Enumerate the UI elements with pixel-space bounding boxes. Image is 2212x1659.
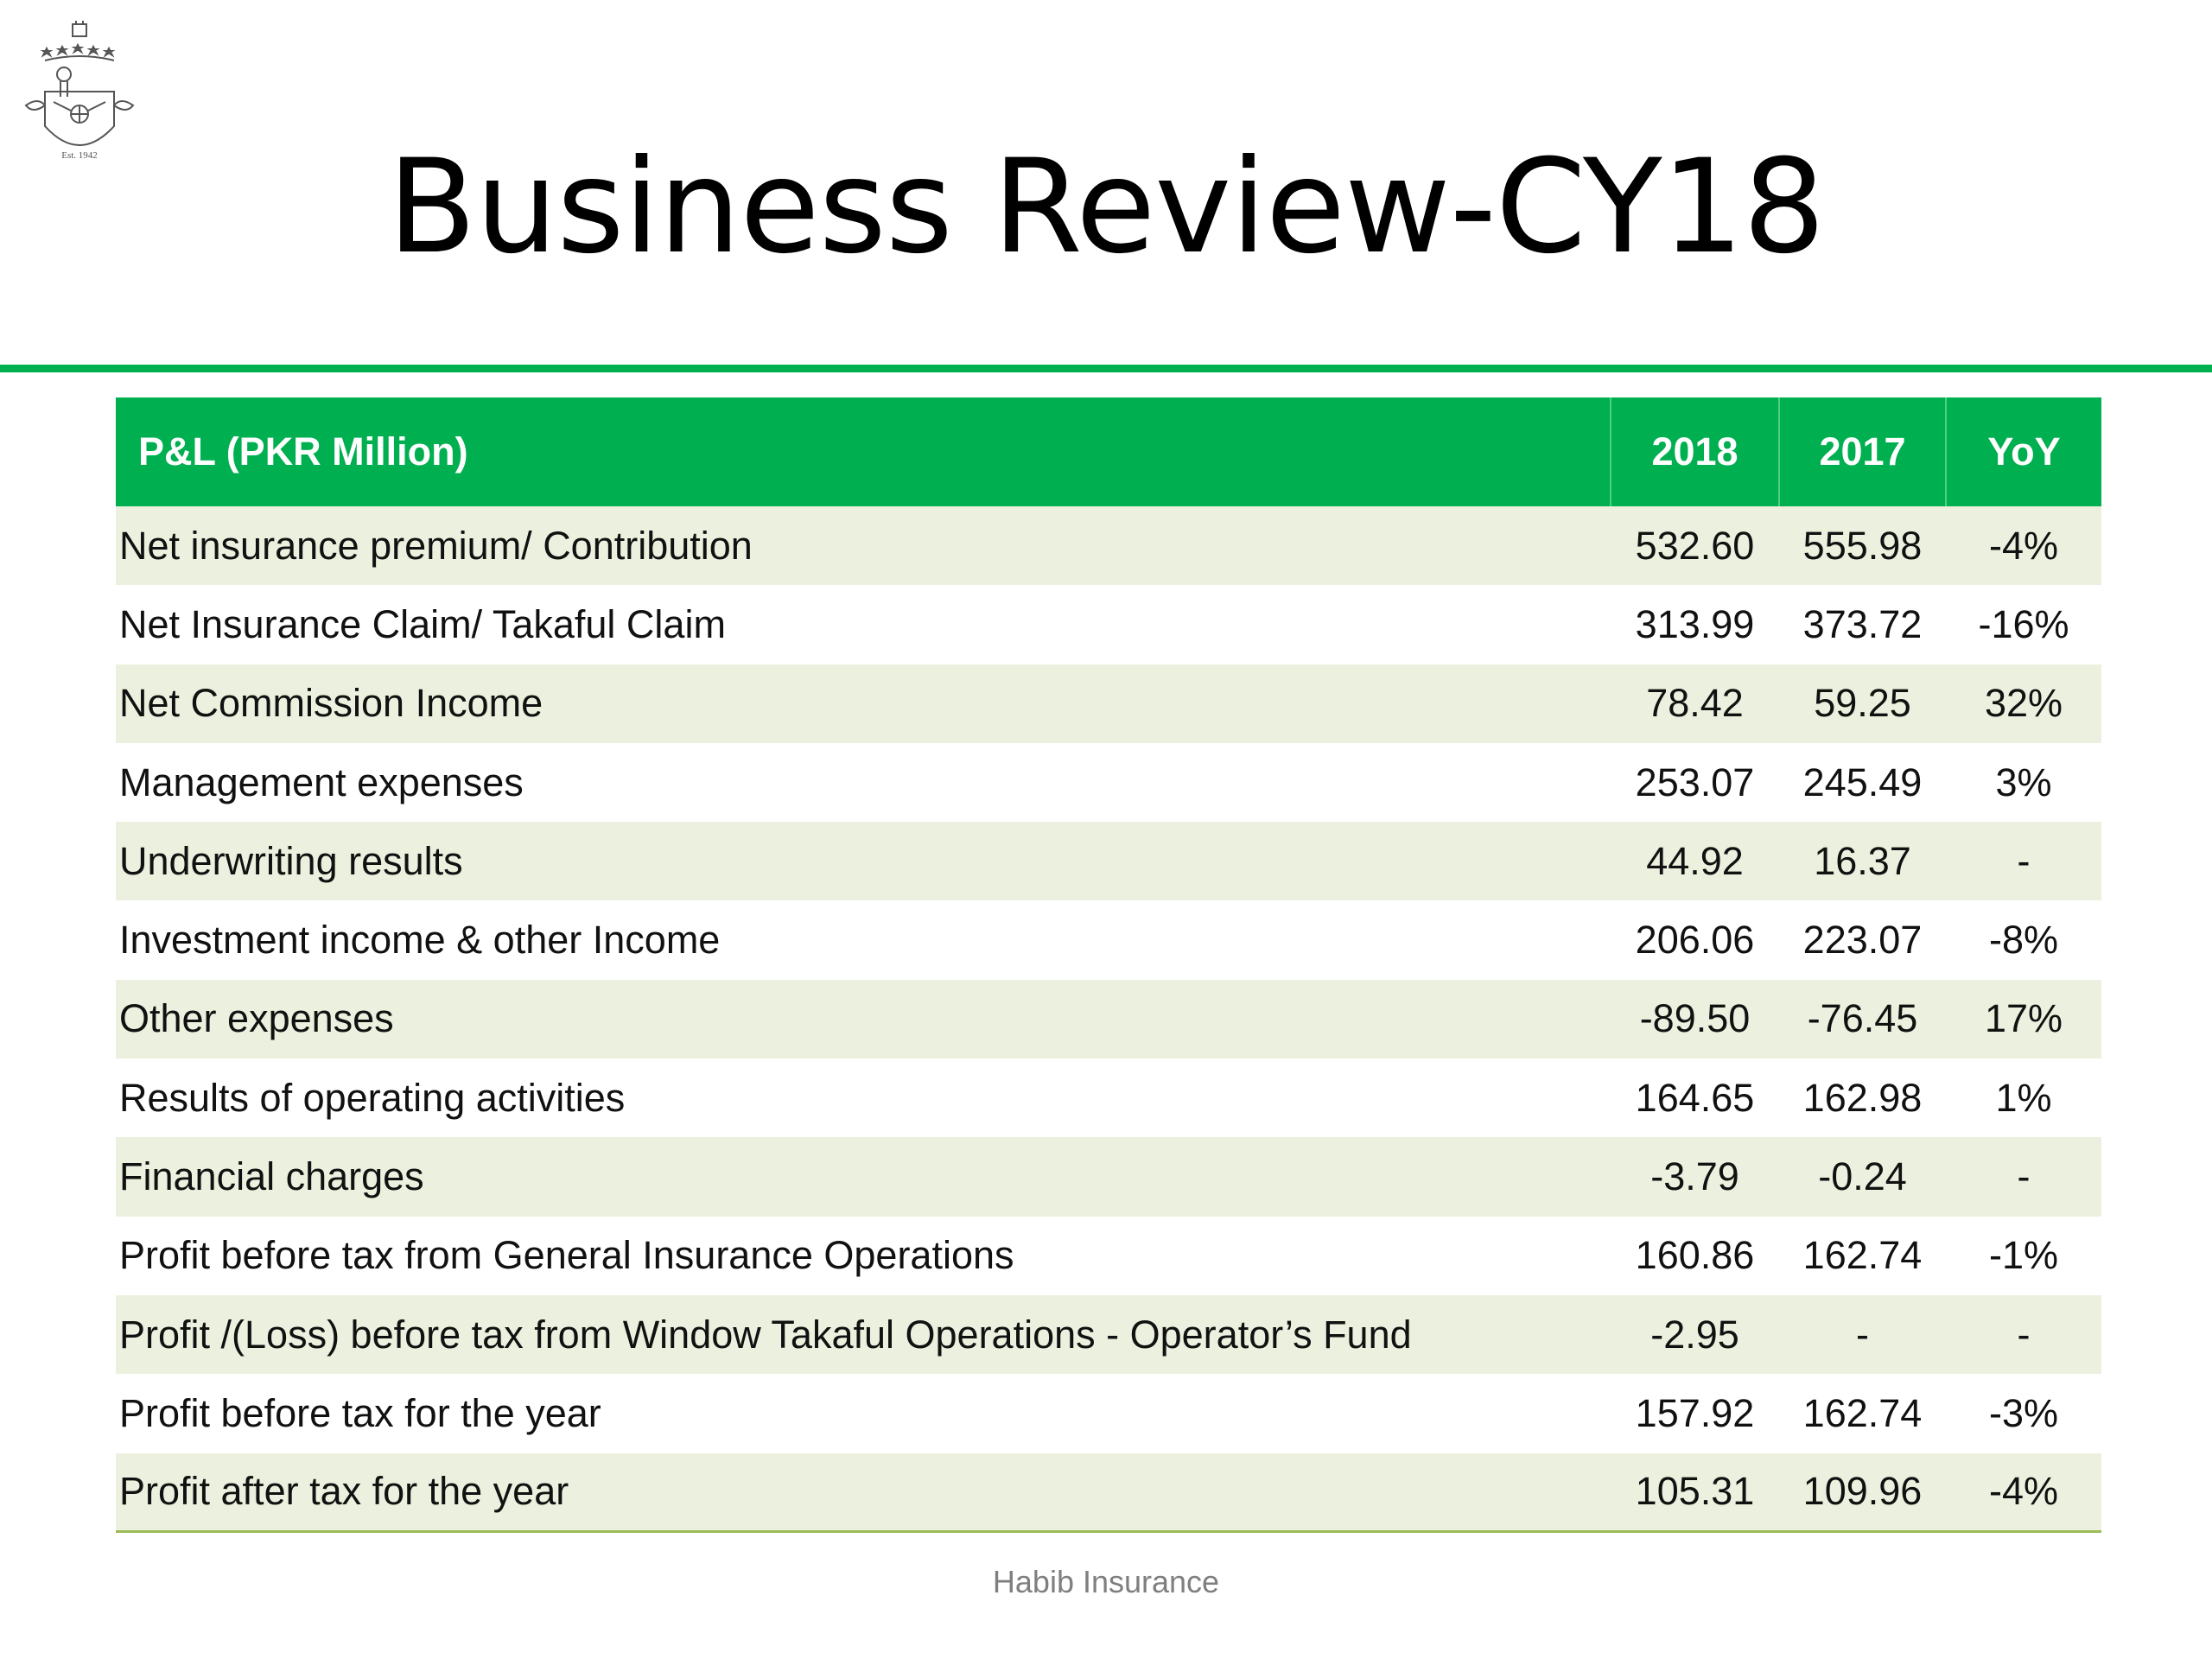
table-row: Investment income & other Income 206.06 … bbox=[116, 900, 2101, 980]
table-row: Profit /(Loss) before tax from Window Ta… bbox=[116, 1294, 2101, 1375]
table-row: Financial charges -3.79 -0.24 - bbox=[116, 1137, 2101, 1217]
table-header-row: P&L (PKR Million) 2018 2017 YoY bbox=[116, 397, 2101, 506]
table-row: Net insurance premium/ Contribution 532.… bbox=[116, 506, 2101, 586]
value-2017: - bbox=[1856, 1312, 1869, 1357]
value-yoy: 3% bbox=[1995, 760, 2052, 804]
value-yoy: -1% bbox=[1988, 1233, 2059, 1278]
row-label: Results of operating activities bbox=[119, 1075, 626, 1120]
value-2018: -89.50 bbox=[1639, 996, 1751, 1041]
value-2018: 105.31 bbox=[1635, 1469, 1755, 1514]
value-2017: 16.37 bbox=[1814, 838, 1911, 883]
table-row: Net Insurance Claim/ Takaful Claim 313.9… bbox=[116, 585, 2101, 664]
value-2017: -76.45 bbox=[1807, 996, 1918, 1041]
pl-table: P&L (PKR Million) 2018 2017 YoY Net insu… bbox=[116, 397, 2101, 1533]
value-2017: 223.07 bbox=[1802, 918, 1923, 963]
header-2017: 2017 bbox=[1778, 397, 1946, 506]
value-2018: 164.65 bbox=[1635, 1075, 1755, 1120]
value-2017: -0.24 bbox=[1818, 1154, 1907, 1199]
row-label: Investment income & other Income bbox=[119, 918, 721, 963]
value-yoy: -4% bbox=[1988, 523, 2059, 568]
value-2018: 44.92 bbox=[1646, 838, 1744, 883]
header-item: P&L (PKR Million) bbox=[138, 429, 468, 474]
value-2017: 109.96 bbox=[1802, 1469, 1923, 1514]
header-yoy: YoY bbox=[1945, 397, 2101, 506]
value-yoy: -8% bbox=[1988, 918, 2059, 963]
title-divider bbox=[0, 365, 2212, 372]
table-row: Profit after tax for the year 105.31 109… bbox=[116, 1452, 2101, 1532]
value-2018: 206.06 bbox=[1635, 918, 1755, 963]
table-row: Results of operating activities 164.65 1… bbox=[116, 1058, 2101, 1138]
value-yoy: 17% bbox=[1984, 996, 2063, 1041]
slide-title: Business Review-CY18 bbox=[387, 132, 1825, 283]
footer-company-name: Habib Insurance bbox=[992, 1564, 1220, 1599]
value-2018: 157.92 bbox=[1635, 1390, 1755, 1435]
table-row: Net Commission Income 78.42 59.25 32% bbox=[116, 664, 2101, 743]
row-label: Profit before tax from General Insurance… bbox=[119, 1233, 1014, 1278]
row-label: Net Insurance Claim/ Takaful Claim bbox=[119, 601, 726, 646]
value-yoy: - bbox=[2017, 838, 2031, 883]
value-2017: 555.98 bbox=[1802, 523, 1923, 568]
table-row: Profit before tax from General Insurance… bbox=[116, 1216, 2101, 1295]
value-2017: 373.72 bbox=[1802, 601, 1923, 646]
habib-insurance-crest-icon bbox=[24, 21, 135, 146]
row-label: Net Commission Income bbox=[119, 681, 543, 726]
value-yoy: 32% bbox=[1984, 681, 2063, 726]
row-label: Management expenses bbox=[119, 760, 524, 804]
value-2017: 59.25 bbox=[1814, 681, 1911, 726]
value-2017: 162.98 bbox=[1802, 1075, 1923, 1120]
logo-caption: Est. 1942 bbox=[61, 150, 98, 161]
value-2018: -2.95 bbox=[1650, 1312, 1739, 1357]
value-2017: 162.74 bbox=[1802, 1390, 1923, 1435]
table-row: Management expenses 253.07 245.49 3% bbox=[116, 742, 2101, 823]
value-yoy: -4% bbox=[1988, 1469, 2059, 1514]
row-label: Net insurance premium/ Contribution bbox=[119, 523, 753, 568]
value-yoy: -3% bbox=[1988, 1390, 2059, 1435]
header-2018: 2018 bbox=[1610, 397, 1779, 506]
row-label: Other expenses bbox=[119, 996, 394, 1041]
value-2018: 160.86 bbox=[1635, 1233, 1755, 1278]
row-label: Profit after tax for the year bbox=[119, 1469, 569, 1514]
table-row: Underwriting results 44.92 16.37 - bbox=[116, 822, 2101, 901]
value-2017: 245.49 bbox=[1802, 760, 1923, 804]
row-label: Financial charges bbox=[119, 1154, 424, 1199]
row-label: Underwriting results bbox=[119, 838, 463, 883]
row-label: Profit before tax for the year bbox=[119, 1390, 601, 1435]
table-row: Other expenses -89.50 -76.45 17% bbox=[116, 979, 2101, 1059]
value-2018: 253.07 bbox=[1635, 760, 1755, 804]
value-yoy: 1% bbox=[1995, 1075, 2052, 1120]
value-2017: 162.74 bbox=[1802, 1233, 1923, 1278]
value-2018: 78.42 bbox=[1646, 681, 1744, 726]
value-2018: 532.60 bbox=[1635, 523, 1755, 568]
value-yoy: - bbox=[2017, 1154, 2031, 1199]
value-yoy: -16% bbox=[1978, 601, 2069, 646]
company-logo: Est. 1942 bbox=[19, 19, 140, 175]
value-2018: -3.79 bbox=[1650, 1154, 1739, 1199]
table-row: Profit before tax for the year 157.92 16… bbox=[116, 1374, 2101, 1453]
row-label: Profit /(Loss) before tax from Window Ta… bbox=[119, 1312, 1412, 1357]
value-2018: 313.99 bbox=[1635, 601, 1755, 646]
value-yoy: - bbox=[2017, 1312, 2031, 1357]
